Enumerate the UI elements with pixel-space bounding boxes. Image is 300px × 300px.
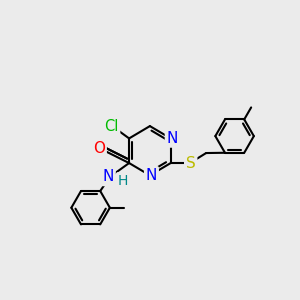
Text: H: H xyxy=(118,174,128,188)
Text: N: N xyxy=(167,131,178,146)
Text: N: N xyxy=(103,169,114,184)
Text: Cl: Cl xyxy=(104,118,118,134)
Text: N: N xyxy=(146,168,157,183)
Text: O: O xyxy=(93,141,105,156)
Text: S: S xyxy=(186,155,196,170)
